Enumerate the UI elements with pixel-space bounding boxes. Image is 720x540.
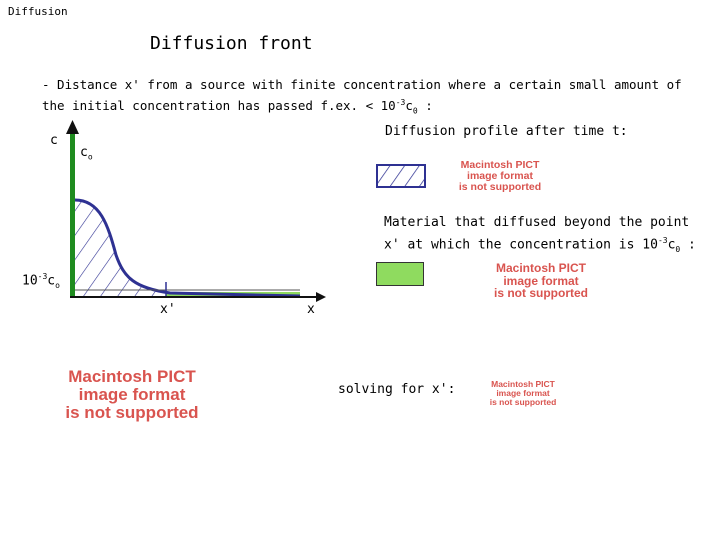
- pict-line1: Macintosh PICT: [495, 261, 586, 275]
- threshold-label: 10-3co: [22, 272, 60, 290]
- bullet-text-main: - Distance x' from a source with finite …: [42, 77, 682, 114]
- pict-line1: Macintosh PICT: [460, 159, 540, 171]
- bullet-tail: :: [417, 98, 433, 114]
- bullet-text: - Distance x' from a source with finite …: [42, 76, 682, 121]
- y-axis: [70, 130, 75, 298]
- threshold-sub: o: [55, 280, 60, 290]
- material-tail: :: [680, 237, 696, 253]
- x-axis-arrow: [316, 292, 326, 302]
- pict-line1: Macintosh PICT: [68, 367, 196, 386]
- pict-line2: image format: [496, 387, 550, 398]
- legend-profile-text: Diffusion profile after time t:: [385, 124, 628, 139]
- threshold-exp: -3: [37, 272, 48, 281]
- diffusion-profile-area: [75, 200, 300, 296]
- pict-line3: is not supported: [65, 402, 199, 422]
- pict-line2: image format: [503, 273, 579, 288]
- diffusion-profile-curve: [74, 198, 301, 298]
- y-axis-arrow: [66, 120, 79, 134]
- threshold-base: c: [47, 273, 56, 289]
- pict-placeholder-profile: Macintosh PICT image format is not suppo…: [430, 159, 570, 194]
- threshold-prefix: 10: [22, 273, 38, 289]
- c0-sub: o: [87, 152, 93, 162]
- material-text-main: Material that diffused beyond the point …: [384, 215, 690, 253]
- pict-placeholder-main: Macintosh PICT image format is not suppo…: [50, 368, 214, 422]
- bullet-symbol: c: [405, 98, 413, 114]
- header-title: Diffusion: [8, 5, 68, 18]
- material-exp: -3: [657, 236, 668, 245]
- y-axis-label: c: [50, 133, 58, 148]
- c0-label: co: [80, 145, 93, 162]
- pict-line3: is not supported: [494, 286, 588, 301]
- slide-title: Diffusion front: [150, 33, 313, 54]
- legend-material-text: Material that diffused beyond the point …: [384, 214, 704, 259]
- solving-label: solving for x':: [338, 382, 456, 397]
- pict-line2: image format: [467, 170, 533, 183]
- bullet-exponent: -3: [395, 98, 406, 107]
- pict-placeholder-material: Macintosh PICT image format is not suppo…: [460, 262, 622, 300]
- bullet-subscript: 0: [412, 106, 418, 116]
- pict-line1: Macintosh PICT: [491, 379, 555, 389]
- x-axis-label: x: [307, 302, 315, 317]
- pict-placeholder-solution: Macintosh PICT image format is not suppo…: [460, 380, 586, 407]
- legend-green-swatch: [376, 262, 424, 286]
- material-sub: 0: [675, 244, 681, 254]
- pict-line3: is not supported: [458, 181, 542, 194]
- legend-hatch-swatch: [376, 164, 426, 188]
- xprime-label: x': [160, 302, 176, 317]
- pict-line2: image format: [78, 384, 186, 404]
- c0-base: c: [80, 145, 88, 160]
- material-base: c: [667, 237, 676, 253]
- pict-line3: is not supported: [489, 396, 557, 407]
